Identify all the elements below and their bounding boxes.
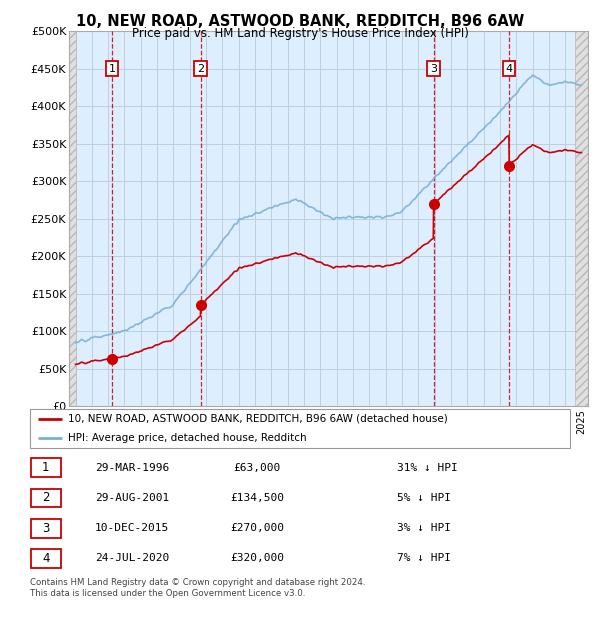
Text: 3: 3 <box>42 521 49 534</box>
Text: 2: 2 <box>42 492 49 505</box>
Text: 4: 4 <box>42 552 49 565</box>
Text: 31% ↓ HPI: 31% ↓ HPI <box>397 463 458 472</box>
Text: 10, NEW ROAD, ASTWOOD BANK, REDDITCH, B96 6AW (detached house): 10, NEW ROAD, ASTWOOD BANK, REDDITCH, B9… <box>68 414 448 424</box>
Text: Price paid vs. HM Land Registry's House Price Index (HPI): Price paid vs. HM Land Registry's House … <box>131 27 469 40</box>
Text: 10-DEC-2015: 10-DEC-2015 <box>95 523 169 533</box>
FancyBboxPatch shape <box>30 409 570 448</box>
Text: £63,000: £63,000 <box>233 463 280 472</box>
Text: 2: 2 <box>197 63 204 74</box>
FancyBboxPatch shape <box>31 549 61 568</box>
FancyBboxPatch shape <box>31 489 61 507</box>
Text: 4: 4 <box>505 63 512 74</box>
Text: £134,500: £134,500 <box>230 493 284 503</box>
Text: 3: 3 <box>430 63 437 74</box>
Text: This data is licensed under the Open Government Licence v3.0.: This data is licensed under the Open Gov… <box>30 589 305 598</box>
FancyBboxPatch shape <box>31 519 61 538</box>
Text: Contains HM Land Registry data © Crown copyright and database right 2024.: Contains HM Land Registry data © Crown c… <box>30 578 365 587</box>
Bar <box>69 24 76 406</box>
Text: £320,000: £320,000 <box>230 554 284 564</box>
Text: 24-JUL-2020: 24-JUL-2020 <box>95 554 169 564</box>
Bar <box>575 24 588 406</box>
Text: 3% ↓ HPI: 3% ↓ HPI <box>397 523 451 533</box>
Text: 1: 1 <box>109 63 116 74</box>
FancyBboxPatch shape <box>31 458 61 477</box>
Text: 29-MAR-1996: 29-MAR-1996 <box>95 463 169 472</box>
Text: 5% ↓ HPI: 5% ↓ HPI <box>397 493 451 503</box>
Text: 7% ↓ HPI: 7% ↓ HPI <box>397 554 451 564</box>
Text: 10, NEW ROAD, ASTWOOD BANK, REDDITCH, B96 6AW: 10, NEW ROAD, ASTWOOD BANK, REDDITCH, B9… <box>76 14 524 29</box>
Text: 29-AUG-2001: 29-AUG-2001 <box>95 493 169 503</box>
Text: £270,000: £270,000 <box>230 523 284 533</box>
Text: HPI: Average price, detached house, Redditch: HPI: Average price, detached house, Redd… <box>68 433 307 443</box>
Text: 1: 1 <box>42 461 49 474</box>
